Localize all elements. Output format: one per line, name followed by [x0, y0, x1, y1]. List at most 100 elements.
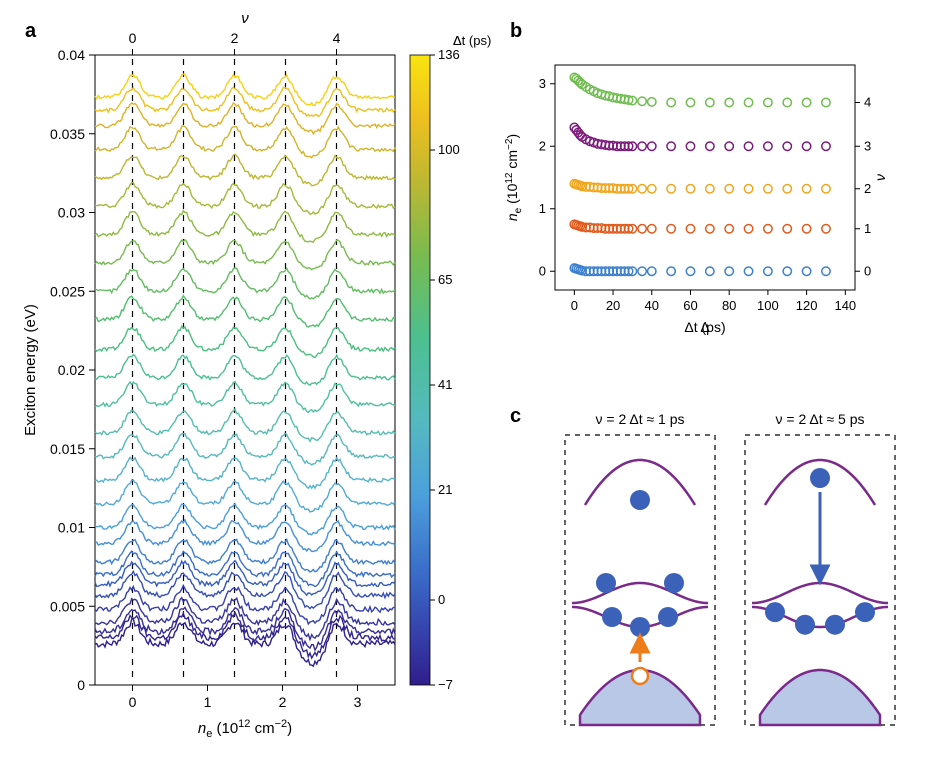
svg-text:140: 140 — [834, 298, 856, 313]
trace — [95, 74, 395, 105]
trace — [95, 326, 395, 357]
figure: { "labels":{ "a":"a","b":"b","c":"c", "e… — [0, 0, 927, 771]
svg-text:21: 21 — [438, 482, 452, 497]
svg-text:ne (1012 cm−2): ne (1012 cm−2) — [198, 718, 292, 740]
data-point — [822, 98, 830, 106]
svg-text:3: 3 — [354, 694, 362, 710]
panel-a: 00.0050.010.0150.020.0250.030.0350.04012… — [22, 10, 395, 740]
svg-text:0.02: 0.02 — [58, 362, 85, 378]
data-point — [802, 185, 810, 193]
svg-text:120: 120 — [796, 298, 818, 313]
data-point — [783, 98, 791, 106]
svg-text:ν = 2 Δt ≈ 5 ps: ν = 2 Δt ≈ 5 ps — [775, 411, 864, 427]
svg-text:−7: −7 — [438, 677, 453, 692]
data-point — [667, 142, 675, 150]
data-point — [764, 142, 772, 150]
data-point — [686, 185, 694, 193]
svg-text:ν = 2 Δt ≈ 1 ps: ν = 2 Δt ≈ 1 ps — [595, 411, 684, 427]
data-point — [764, 225, 772, 233]
svg-text:65: 65 — [438, 272, 452, 287]
data-point — [783, 185, 791, 193]
data-point — [706, 142, 714, 150]
data-point — [725, 142, 733, 150]
data-point — [822, 142, 830, 150]
svg-text:0: 0 — [864, 263, 871, 278]
data-point — [802, 98, 810, 106]
svg-text:Δt (ps): Δt (ps) — [684, 319, 725, 335]
trace — [95, 520, 395, 552]
svg-text:4: 4 — [333, 30, 341, 46]
data-point — [822, 185, 830, 193]
svg-text:100: 100 — [438, 142, 460, 157]
panel-c: ν = 2 Δt ≈ 1 ps ν = 2 Δt ≈ 5 ps — [565, 411, 895, 725]
data-point — [686, 225, 694, 233]
trace — [95, 183, 395, 215]
data-point — [667, 267, 675, 275]
data-point — [638, 97, 646, 105]
data-point — [744, 267, 752, 275]
svg-text:2: 2 — [864, 181, 871, 196]
svg-text:3: 3 — [864, 138, 871, 153]
data-point — [667, 225, 675, 233]
data-point — [802, 142, 810, 150]
data-point — [725, 225, 733, 233]
data-point — [648, 185, 656, 193]
data-point — [648, 142, 656, 150]
data-point — [744, 225, 752, 233]
svg-text:0: 0 — [571, 298, 578, 313]
svg-text:2: 2 — [539, 138, 546, 153]
trace — [95, 154, 395, 186]
trace — [95, 409, 395, 441]
svg-text:ν: ν — [872, 174, 888, 181]
figure-svg: 00.0050.010.0150.020.0250.030.0350.04012… — [0, 0, 927, 771]
svg-text:1: 1 — [204, 694, 212, 710]
data-point — [686, 98, 694, 106]
data-point — [706, 267, 714, 275]
data-point — [706, 185, 714, 193]
svg-text:0.035: 0.035 — [50, 126, 85, 142]
data-point — [725, 185, 733, 193]
svg-text:4: 4 — [864, 95, 871, 110]
svg-text:60: 60 — [683, 298, 697, 313]
data-point — [783, 142, 791, 150]
data-point — [667, 185, 675, 193]
svg-text:0: 0 — [77, 677, 85, 693]
colorbar: 1361006541210−7ΔΔt (ps) — [410, 33, 491, 692]
trace — [95, 268, 395, 299]
trace — [95, 103, 395, 134]
svg-text:80: 80 — [722, 298, 736, 313]
data-point — [638, 225, 646, 233]
data-point — [764, 185, 772, 193]
data-point — [822, 225, 830, 233]
svg-text:0.025: 0.025 — [50, 283, 85, 299]
trace — [95, 480, 395, 512]
data-point — [744, 185, 752, 193]
data-point — [725, 98, 733, 106]
svg-text:2: 2 — [231, 30, 239, 46]
svg-text:0.015: 0.015 — [50, 441, 85, 457]
data-point — [706, 98, 714, 106]
data-point — [648, 225, 656, 233]
svg-text:0.01: 0.01 — [58, 520, 85, 536]
svg-text:ne (1012 cm−2): ne (1012 cm−2) — [504, 134, 524, 221]
trace — [95, 433, 395, 465]
data-point — [638, 267, 646, 275]
trace — [95, 240, 395, 270]
svg-text:3: 3 — [539, 76, 546, 91]
data-point — [764, 98, 772, 106]
trace — [95, 561, 395, 596]
data-point — [802, 225, 810, 233]
data-point — [638, 185, 646, 193]
data-point — [638, 142, 646, 150]
svg-text:20: 20 — [606, 298, 620, 313]
svg-text:2: 2 — [279, 694, 287, 710]
svg-text:40: 40 — [645, 298, 659, 313]
svg-text:1: 1 — [864, 221, 871, 236]
svg-text:0: 0 — [438, 592, 445, 607]
data-point — [725, 267, 733, 275]
data-point — [783, 225, 791, 233]
svg-text:Exciton energy (eV): Exciton energy (eV) — [22, 304, 39, 436]
trace — [95, 355, 395, 386]
data-point — [648, 267, 656, 275]
trace — [95, 607, 395, 650]
